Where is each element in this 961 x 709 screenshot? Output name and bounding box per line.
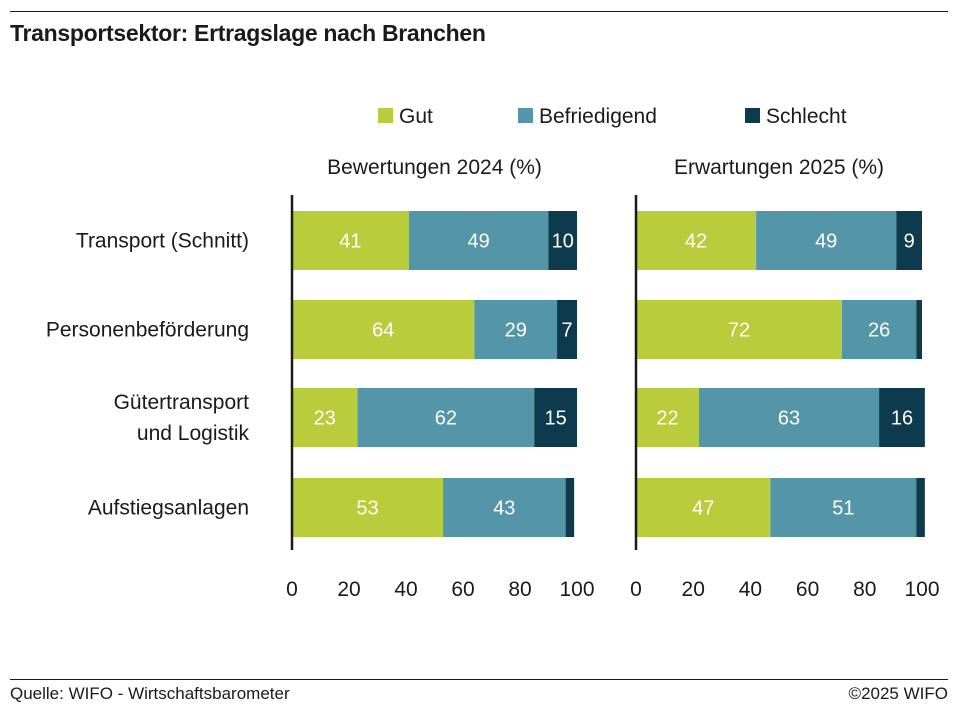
bar-panel0-cat3-befriedigend: [443, 478, 566, 537]
data-label-panel0-cat0-schlecht: 10: [552, 231, 574, 253]
category-label-1: Personenbeförderung: [46, 319, 249, 342]
bar-panel1-cat0-befriedigend: [756, 211, 897, 270]
bar-panel0-cat1-befriedigend: [474, 300, 558, 359]
bar-panel0-cat2-schlecht: [534, 388, 577, 447]
x-tick-label-1-60: 60: [796, 578, 819, 601]
data-label-panel1-cat2-befriedigend: 63: [778, 408, 800, 430]
panel-title-1: Erwartungen 2025 (%): [674, 156, 884, 179]
legend-label-befriedigend: Befriedigend: [539, 105, 657, 128]
copyright-note: ©2025 WIFO: [848, 684, 948, 703]
data-label-panel0-cat2-schlecht: 15: [545, 408, 567, 430]
source-note: Quelle: WIFO - Wirtschaftsbarometer: [10, 684, 290, 703]
x-tick-label-1-100: 100: [904, 578, 939, 601]
legend-label-schlecht: Schlecht: [766, 105, 847, 128]
x-tick-label-0-20: 20: [337, 578, 360, 601]
bar-panel1-cat0-gut: [636, 211, 757, 270]
data-label-panel0-cat1-gut: 64: [372, 320, 394, 342]
bar-panel1-cat2-befriedigend: [698, 388, 880, 447]
bar-panel1-cat0-schlecht: [896, 211, 922, 270]
category-label-2-line-1: und Logistik: [137, 422, 250, 445]
data-label-panel1-cat0-befriedigend: 49: [815, 231, 837, 253]
x-tick-label-0-0: 0: [286, 578, 298, 601]
bar-panel1-cat1-schlecht: [916, 300, 922, 359]
category-label-3: Aufstiegsanlagen: [88, 497, 249, 520]
data-label-panel0-cat1-befriedigend: 29: [505, 320, 527, 342]
legend-label-gut: Gut: [399, 105, 433, 128]
bottom-rule: [10, 679, 948, 680]
x-tick-label-0-60: 60: [451, 578, 474, 601]
data-label-panel0-cat0-gut: 41: [339, 231, 361, 253]
data-label-panel0-cat2-gut: 23: [314, 408, 336, 430]
data-label-panel1-cat1-befriedigend: 26: [868, 320, 890, 342]
bar-panel0-cat1-gut: [292, 300, 475, 359]
bar-panel1-cat2-gut: [636, 388, 699, 447]
x-tick-label-1-20: 20: [682, 578, 705, 601]
bar-panel0-cat0-befriedigend: [408, 211, 549, 270]
legend-swatch-gut: [378, 108, 393, 123]
bar-panel1-cat3-schlecht: [916, 478, 925, 537]
bar-panel0-cat2-gut: [292, 388, 358, 447]
bar-panel1-cat3-befriedigend: [770, 478, 917, 537]
x-tick-label-0-40: 40: [394, 578, 417, 601]
category-label-0: Transport (Schnitt): [76, 230, 249, 253]
bar-panel0-cat0-schlecht: [548, 211, 577, 270]
data-label-panel1-cat3-gut: 47: [692, 498, 714, 520]
bar-panel1-cat2-schlecht: [879, 388, 925, 447]
data-label-panel1-cat1-gut: 72: [728, 320, 750, 342]
panel-title-0: Bewertungen 2024 (%): [327, 156, 542, 179]
category-label-2-line-0: Gütertransport: [114, 391, 250, 414]
data-label-panel1-cat0-gut: 42: [685, 231, 707, 253]
bar-panel1-cat1-gut: [636, 300, 842, 359]
bar-panel0-cat1-schlecht: [557, 300, 577, 359]
data-label-panel0-cat0-befriedigend: 49: [468, 231, 490, 253]
x-tick-label-1-0: 0: [630, 578, 642, 601]
x-tick-label-0-80: 80: [508, 578, 531, 601]
bar-panel0-cat3-gut: [292, 478, 444, 537]
data-label-panel0-cat3-gut: 53: [356, 498, 378, 520]
legend-swatch-schlecht: [745, 108, 760, 123]
chart-title: Transportsektor: Ertragslage nach Branch…: [10, 20, 486, 46]
x-tick-label-1-40: 40: [739, 578, 762, 601]
x-tick-label-0-100: 100: [559, 578, 594, 601]
top-rule: [10, 11, 948, 12]
legend-swatch-befriedigend: [518, 108, 533, 123]
bar-panel0-cat0-gut: [292, 211, 409, 270]
bar-panel1-cat1-befriedigend: [841, 300, 917, 359]
bar-panel1-cat3-gut: [636, 478, 771, 537]
data-label-panel0-cat1-schlecht: 7: [561, 320, 572, 342]
data-label-panel1-cat3-befriedigend: 51: [832, 498, 854, 520]
bar-panel0-cat3-schlecht: [565, 478, 575, 537]
data-label-panel1-cat2-schlecht: 16: [891, 408, 913, 430]
data-label-panel1-cat2-gut: 22: [656, 408, 678, 430]
data-label-panel0-cat2-befriedigend: 62: [435, 408, 457, 430]
x-tick-label-1-80: 80: [853, 578, 876, 601]
data-label-panel0-cat3-befriedigend: 43: [493, 498, 515, 520]
bar-panel0-cat2-befriedigend: [357, 388, 535, 447]
data-label-panel1-cat0-schlecht: 9: [904, 231, 915, 253]
